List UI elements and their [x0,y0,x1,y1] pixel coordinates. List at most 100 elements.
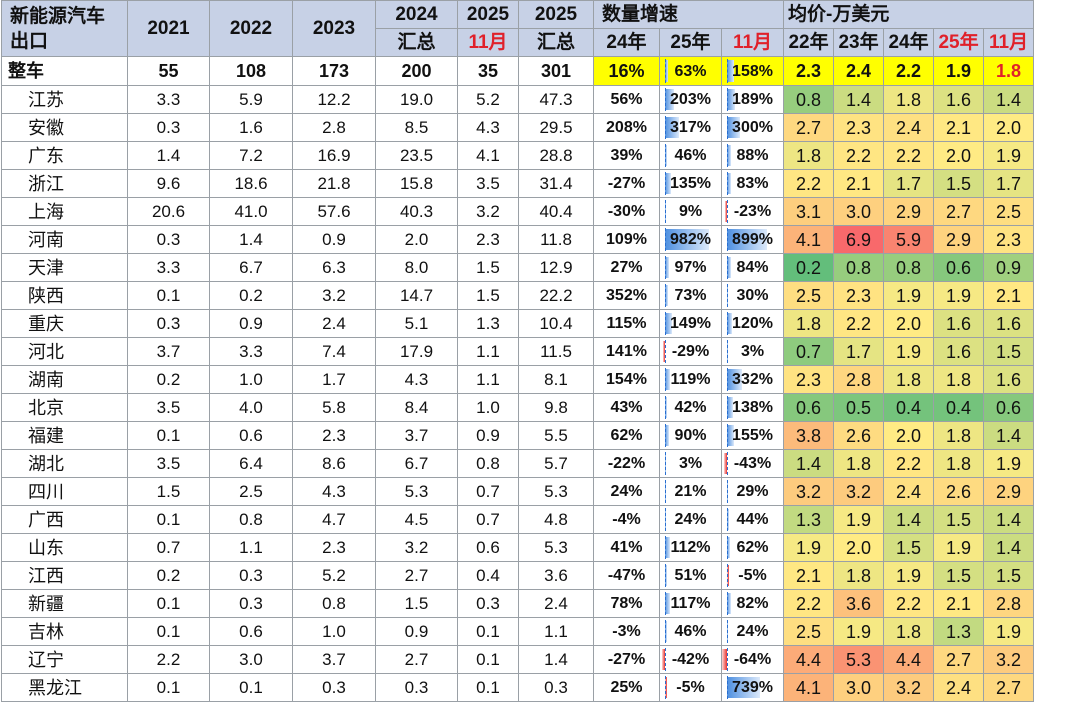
growth-month-cell: 158% [722,57,784,86]
value-cell: 0.1 [128,674,210,702]
value-cell: 1.0 [458,394,519,422]
growth-25-cell: 46% [660,618,722,646]
bar-axis [665,648,666,671]
price-cell: 2.2 [834,310,884,338]
price-cell: 1.7 [834,338,884,366]
growth-25-cell: 3% [660,450,722,478]
price-cell: 2.6 [934,478,984,506]
value-cell: 0.1 [458,646,519,674]
value-cell: 2.5 [210,478,293,506]
corner-header: 新能源汽车 出口 [2,1,128,57]
price-cell: 1.8 [934,450,984,478]
value-cell: 0.9 [458,422,519,450]
value-cell: 1.4 [519,646,594,674]
price-cell: 2.4 [884,114,934,142]
value-cell: 16.9 [293,142,376,170]
value-cell: 0.8 [458,450,519,478]
value-cell: 3.5 [128,450,210,478]
value-cell: 28.8 [519,142,594,170]
value-cell: 0.6 [210,618,293,646]
bar-axis [727,452,728,475]
growth-24-cell: 27% [594,254,660,282]
header-2025-sub: 汇总 [519,29,594,57]
price-cell: 1.5 [934,506,984,534]
growth-month-cell: 62% [722,534,784,562]
value-cell: 5.3 [519,534,594,562]
value-cell: 1.5 [458,254,519,282]
price-cell: 2.7 [984,674,1034,702]
value-cell: 10.4 [519,310,594,338]
value-cell: 4.8 [519,506,594,534]
growth-month-cell: 24% [722,618,784,646]
value-cell: 55 [128,57,210,86]
value-cell: 4.3 [293,478,376,506]
bar-axis [727,144,728,167]
growth-25-cell: -42% [660,646,722,674]
growth-value: -64% [734,651,771,668]
bar-axis [727,116,728,139]
price-cell: 3.2 [784,478,834,506]
bar-axis [665,284,666,307]
price-cell: 1.8 [834,562,884,590]
price-cell: 2.7 [784,114,834,142]
value-cell: 173 [293,57,376,86]
price-cell: 1.6 [984,310,1034,338]
price-cell: 2.1 [934,114,984,142]
value-cell: 6.7 [210,254,293,282]
value-cell: 5.8 [293,394,376,422]
growth-month-cell: -5% [722,562,784,590]
value-cell: 29.5 [519,114,594,142]
value-cell: 0.7 [458,478,519,506]
value-cell: 1.0 [293,618,376,646]
bar-axis [665,508,666,531]
bar-axis [727,480,728,503]
price-cell: 1.4 [834,86,884,114]
growth-25-cell: 112% [660,534,722,562]
growth-value: -43% [734,455,771,472]
growth-month-cell: 155% [722,422,784,450]
value-cell: 0.6 [458,534,519,562]
bar-axis [727,592,728,615]
value-cell: 41.0 [210,198,293,226]
header-2025-month-sub: 11月 [458,29,519,57]
growth-value: 88% [737,147,769,164]
price-cell: 1.5 [934,562,984,590]
growth-25-cell: 63% [660,57,722,86]
value-cell: 8.0 [376,254,458,282]
value-cell: 1.4 [128,142,210,170]
value-cell: 8.1 [519,366,594,394]
growth-25-cell: 203% [660,86,722,114]
price-cell: 2.2 [884,57,934,86]
price-cell: 1.8 [934,422,984,450]
value-cell: 3.6 [519,562,594,590]
price-cell: 1.8 [834,450,884,478]
value-cell: 20.6 [128,198,210,226]
row-label: 山东 [2,534,128,562]
price-cell: 1.4 [784,450,834,478]
value-cell: 1.5 [458,282,519,310]
price-cell: 2.2 [784,170,834,198]
growth-month-cell: -64% [722,646,784,674]
growth-month-cell: 332% [722,366,784,394]
growth-25-cell: 317% [660,114,722,142]
growth-24-cell: 41% [594,534,660,562]
price-cell: 4.1 [784,226,834,254]
price-cell: 2.0 [884,310,934,338]
price-cell: 3.0 [834,198,884,226]
value-cell: 3.7 [293,646,376,674]
header-price-group: 均价-万美元 [784,1,1034,29]
header-growth-24: 24年 [594,29,660,57]
value-cell: 15.8 [376,170,458,198]
value-cell: 11.5 [519,338,594,366]
bar-axis [727,340,728,363]
value-cell: 4.7 [293,506,376,534]
row-label: 广东 [2,142,128,170]
bar-axis [665,88,666,111]
value-cell: 23.5 [376,142,458,170]
price-cell: 2.2 [884,590,934,618]
growth-value: 90% [674,427,706,444]
